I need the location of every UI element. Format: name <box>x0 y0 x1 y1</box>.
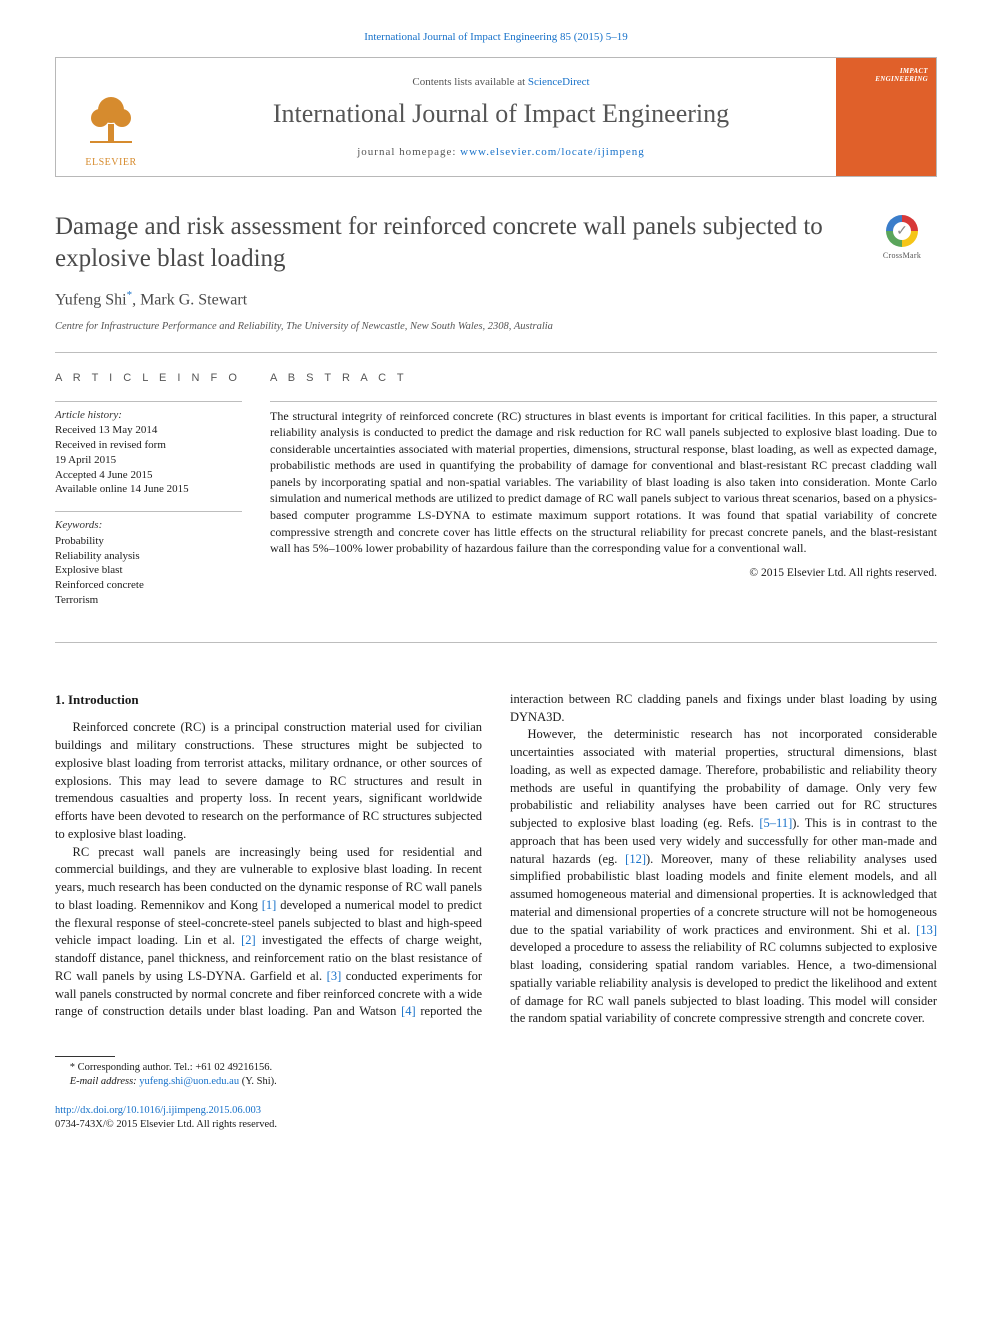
body-p3: However, the deterministic research has … <box>510 726 937 1028</box>
info-rule-2 <box>55 511 242 512</box>
body-two-col: 1. Introduction Reinforced concrete (RC)… <box>55 691 937 1028</box>
homepage-prefix: journal homepage: <box>357 146 460 158</box>
elsevier-logo: ELSEVIER <box>82 90 140 170</box>
top-citation-link[interactable]: International Journal of Impact Engineer… <box>364 31 628 43</box>
info-rule-1 <box>55 401 242 402</box>
journal-cover-thumb: IMPACT ENGINEERING <box>836 58 936 176</box>
contents-prefix: Contents lists available at <box>412 76 527 88</box>
elsevier-tree-icon <box>82 90 140 156</box>
header-center: Contents lists available at ScienceDirec… <box>166 58 836 176</box>
cover-title-line2: ENGINEERING <box>844 76 928 84</box>
article-title: Damage and risk assessment for reinforce… <box>55 211 847 274</box>
divider-2 <box>55 642 937 643</box>
history-line: Received in revised form <box>55 438 242 453</box>
keyword: Probability <box>55 534 242 549</box>
abstract-text: The structural integrity of reinforced c… <box>270 408 937 557</box>
crossmark-badge[interactable]: ✓ CrossMark <box>867 215 937 261</box>
abstract-copyright: © 2015 Elsevier Ltd. All rights reserved… <box>270 565 937 581</box>
divider-1 <box>55 352 937 353</box>
top-citation-line: International Journal of Impact Engineer… <box>55 30 937 45</box>
footnote-rule <box>55 1056 115 1057</box>
author-2: Mark G. Stewart <box>140 291 247 308</box>
keyword: Reinforced concrete <box>55 578 242 593</box>
email-suffix: (Y. Shi). <box>239 1076 277 1087</box>
ref-link-3[interactable]: [3] <box>327 969 342 983</box>
keyword: Reliability analysis <box>55 549 242 564</box>
author-sep: , <box>132 291 140 308</box>
footnote-block: * Corresponding author. Tel.: +61 02 492… <box>55 1056 452 1132</box>
article-info-head: A R T I C L E I N F O <box>55 371 242 386</box>
ref-link-12[interactable]: [12] <box>625 852 646 866</box>
ref-link-4[interactable]: [4] <box>401 1004 416 1018</box>
keyword: Explosive blast <box>55 563 242 578</box>
journal-homepage-line: journal homepage: www.elsevier.com/locat… <box>357 145 645 160</box>
contents-available-line: Contents lists available at ScienceDirec… <box>412 75 589 90</box>
sciencedirect-link[interactable]: ScienceDirect <box>528 76 590 88</box>
keyword: Terrorism <box>55 593 242 608</box>
section-1-head: 1. Introduction <box>55 691 482 709</box>
email-label: E-mail address: <box>70 1076 140 1087</box>
body-p1: Reinforced concrete (RC) is a principal … <box>55 719 482 843</box>
abstract-col: A B S T R A C T The structural integrity… <box>270 371 937 622</box>
journal-name: International Journal of Impact Engineer… <box>273 96 729 132</box>
abstract-head: A B S T R A C T <box>270 371 937 386</box>
doi-link[interactable]: http://dx.doi.org/10.1016/j.ijimpeng.201… <box>55 1105 261 1116</box>
author-1: Yufeng Shi <box>55 291 127 308</box>
journal-header: ELSEVIER Contents lists available at Sci… <box>55 57 937 177</box>
abstract-rule <box>270 401 937 402</box>
crossmark-label: CrossMark <box>883 250 921 261</box>
p3-seg-a: However, the deterministic research has … <box>510 727 937 830</box>
history-line: Accepted 4 June 2015 <box>55 468 242 483</box>
homepage-link[interactable]: www.elsevier.com/locate/ijimpeng <box>460 146 645 158</box>
crossmark-icon: ✓ <box>886 215 918 247</box>
email-link[interactable]: yufeng.shi@uon.edu.au <box>139 1076 239 1087</box>
article-info-col: A R T I C L E I N F O Article history: R… <box>55 371 270 622</box>
keywords-label: Keywords: <box>55 518 242 533</box>
ref-link-13[interactable]: [13] <box>916 923 937 937</box>
publisher-logo-cell: ELSEVIER <box>56 58 166 176</box>
email-line: E-mail address: yufeng.shi@uon.edu.au (Y… <box>55 1075 452 1089</box>
issn-line: 0734-743X/© 2015 Elsevier Ltd. All right… <box>55 1118 452 1132</box>
elsevier-wordmark: ELSEVIER <box>82 156 140 170</box>
ref-link-2[interactable]: [2] <box>241 933 256 947</box>
crossmark-check-icon: ✓ <box>896 222 908 242</box>
corresponding-author: * Corresponding author. Tel.: +61 02 492… <box>55 1061 452 1075</box>
ref-link-5-11[interactable]: [5–11] <box>759 816 792 830</box>
history-line: Received 13 May 2014 <box>55 423 242 438</box>
history-line: 19 April 2015 <box>55 453 242 468</box>
affiliation: Centre for Infrastructure Performance an… <box>55 320 937 335</box>
p3-seg-d: developed a procedure to assess the reli… <box>510 940 937 1025</box>
ref-link-1[interactable]: [1] <box>262 898 277 912</box>
authors-line: Yufeng Shi*, Mark G. Stewart <box>55 288 937 312</box>
history-label: Article history: <box>55 408 242 423</box>
history-line: Available online 14 June 2015 <box>55 482 242 497</box>
